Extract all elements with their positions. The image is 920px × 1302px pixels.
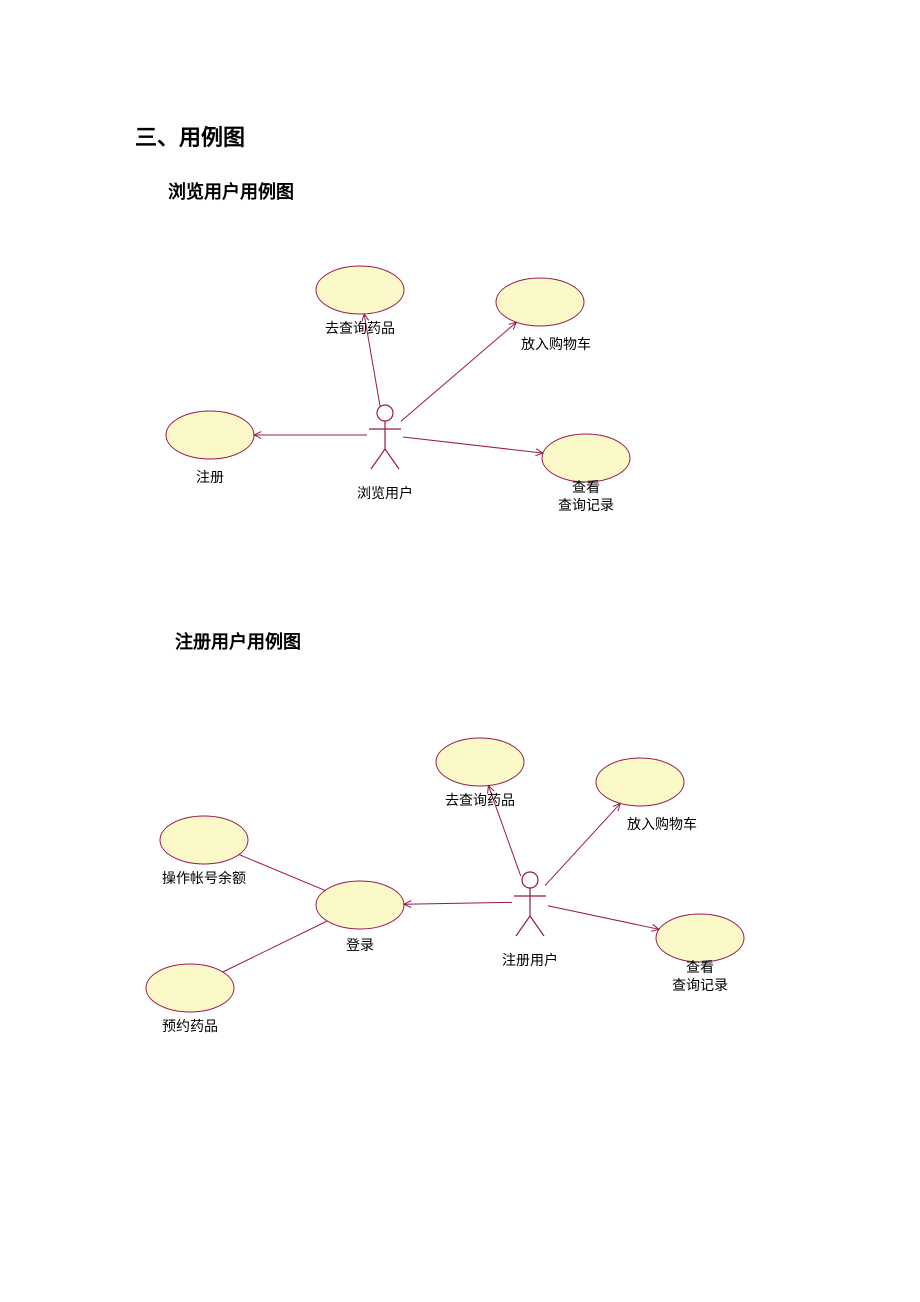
uc1-cart [496,278,584,326]
association-line [403,437,543,453]
uc2-history-label: 查看 查询记录 [672,958,728,994]
uc2-cart-label: 放入购物车 [627,815,697,833]
uc2-history [656,914,744,962]
actor-icon [514,872,546,936]
uc2-cart [596,758,684,806]
uc1-query-label: 去查询药品 [325,319,395,337]
uc2-query [436,738,524,786]
association-line [401,322,516,421]
diagram-subtitle: 注册用户用例图 [175,628,301,654]
uc2-balance-label: 操作帐号余额 [162,869,246,887]
actor-label: 浏览用户 [357,484,413,502]
association-line [223,921,327,972]
uc2-login [316,881,404,929]
actor-icon [369,405,401,469]
uc2-reserve [146,964,234,1012]
diagram-subtitle: 浏览用户用例图 [168,178,294,204]
uc1-cart-label: 放入购物车 [521,335,591,353]
uc1-history [542,434,630,482]
uc1-history-label: 查看 查询记录 [558,478,614,514]
uc2-reserve-label: 预约药品 [162,1017,218,1035]
section-title: 三、用例图 [135,120,245,152]
actor-label: 注册用户 [502,951,558,969]
association-line [404,902,512,904]
uc1-reg [166,411,254,459]
association-line [239,855,325,891]
association-line [548,906,659,930]
association-line [545,803,620,885]
uc1-query [316,266,404,314]
uc2-login-label: 登录 [346,936,374,954]
uc2-query-label: 去查询药品 [445,791,515,809]
usecase-diagram [130,220,770,560]
uc2-balance [160,816,248,864]
uc1-reg-label: 注册 [196,468,224,486]
